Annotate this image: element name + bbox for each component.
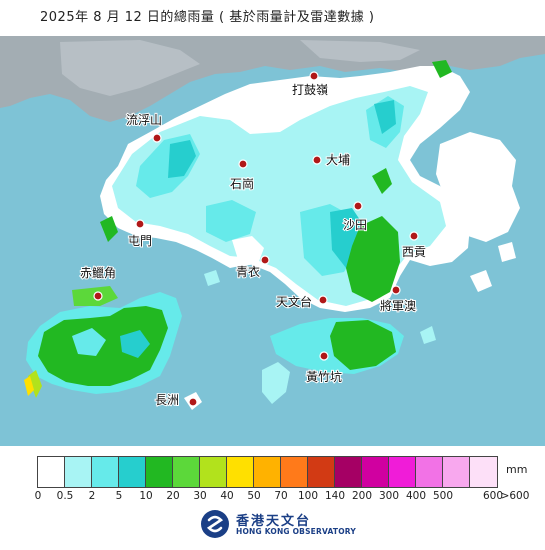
legend-tick-label: 40 — [220, 490, 234, 502]
label-sha-tin: 沙田 — [343, 218, 367, 232]
legend-swatch — [416, 457, 443, 487]
legend-swatch — [443, 457, 470, 487]
lantau-cyan-patch-2 — [120, 330, 150, 358]
legend-tick-label: 10 — [139, 490, 153, 502]
legend-swatch — [38, 457, 65, 487]
lantau-cyan-patch-1 — [72, 328, 106, 356]
mainland-detail — [60, 40, 200, 96]
legend-swatch — [146, 457, 173, 487]
label-sai-kung: 西貢 — [402, 245, 426, 259]
dot-wong-chuk-hang — [319, 351, 329, 361]
legend-swatch — [254, 457, 281, 487]
rain-cyan-3 — [206, 200, 256, 242]
legend-swatch — [200, 457, 227, 487]
legend-tick-label: 5 — [115, 490, 123, 502]
label-tuen-mun: 屯門 — [128, 234, 152, 248]
dot-tseung-kwan-o — [391, 285, 401, 295]
legend-tick-label: 2 — [88, 490, 96, 502]
legend-ticks: 0 0.5 2 5 10 20 30 40 50 70 100 140 200 300 400 500 600 >… — [0, 490, 545, 504]
dot-sai-kung — [409, 231, 419, 241]
legend-tick-label: >600 — [500, 490, 530, 502]
legend-tick-label: 300 — [378, 490, 400, 502]
label-cheung-chau: 長洲 — [155, 393, 179, 407]
legend-swatch — [362, 457, 389, 487]
legend-tick-label: 0.5 — [56, 490, 74, 502]
label-wong-chuk-hang: 黃竹坑 — [306, 369, 342, 384]
dot-shek-kong — [238, 159, 248, 169]
label-lau-fau-shan: 流浮山 — [126, 113, 162, 127]
rainfall-legend — [37, 456, 498, 488]
legend-swatch — [335, 457, 362, 487]
dot-tsim-sha-tsui — [318, 295, 328, 305]
dot-cheung-chau — [188, 397, 198, 407]
dot-lau-fau-shan — [152, 133, 162, 143]
lantau-yellowgreen — [28, 370, 42, 398]
legend-swatch — [308, 457, 335, 487]
legend-tick-label: 50 — [247, 490, 261, 502]
legend-swatch — [281, 457, 308, 487]
label-tseung-kwan-o: 將軍澳 — [380, 298, 416, 313]
legend-tick-label: 140 — [324, 490, 346, 502]
logo-name-en: HONG KONG OBSERVATORY — [236, 527, 356, 536]
logo-name-zh: 香港天文台 — [236, 514, 312, 529]
station-labels: 打鼓嶺 流浮山 大埔 石崗 沙田 屯門 西貢 赤鱲角 青衣 天文台 將軍澳 黃竹… — [79, 82, 427, 408]
small-island-4 — [420, 326, 436, 344]
legend-swatch — [389, 457, 416, 487]
label-chek-lap-kok: 赤鱲角 — [80, 266, 116, 280]
label-tai-po: 大埔 — [326, 153, 350, 167]
label-tsim-sha-tsui: 天文台 — [276, 294, 312, 309]
legend-tick-label: 500 — [432, 490, 454, 502]
rain-green-small-1 — [372, 168, 392, 194]
rainfall-map: 打鼓嶺 流浮山 大埔 石崗 沙田 屯門 西貢 赤鱲角 青衣 天文台 將軍澳 黃竹… — [0, 36, 545, 446]
legend-swatch — [227, 457, 254, 487]
dot-tsing-yi — [260, 255, 270, 265]
dot-sha-tin — [353, 201, 363, 211]
rain-green-2 — [100, 216, 118, 242]
dot-tai-po — [312, 155, 322, 165]
legend-tick-label: 200 — [351, 490, 373, 502]
legend-unit: mm — [506, 463, 528, 476]
legend-tick-label: 70 — [274, 490, 288, 502]
legend-swatch — [65, 457, 92, 487]
label-tsing-yi: 青衣 — [236, 264, 260, 279]
mainland-detail-east — [300, 40, 420, 62]
legend-tick-label: 30 — [193, 490, 207, 502]
rain-teal-1 — [168, 140, 196, 178]
legend-tick-label: 20 — [166, 490, 180, 502]
hko-logo: 香港天文台 HONG KONG OBSERVATORY — [200, 507, 370, 541]
hk-island-green — [330, 320, 396, 370]
legend-tick-label: 0 — [34, 490, 42, 502]
dot-chek-lap-kok — [93, 291, 103, 301]
rain-teal-3 — [374, 100, 396, 134]
rain-green-1 — [346, 216, 400, 302]
station-dots — [93, 71, 419, 407]
hko-logo-icon — [201, 510, 229, 538]
lantau-yellow — [24, 376, 34, 396]
legend-swatch — [470, 457, 497, 487]
rain-green-small-2 — [432, 60, 452, 78]
small-island-3 — [498, 242, 516, 262]
legend-tick-label: 400 — [405, 490, 427, 502]
legend-tick-label: 100 — [297, 490, 319, 502]
small-island-1 — [204, 270, 220, 286]
tsing-yi-land — [232, 236, 264, 266]
legend-swatch — [173, 457, 200, 487]
legend-tick-label: 600 — [482, 490, 504, 502]
label-ta-kwu-ling: 打鼓嶺 — [292, 83, 328, 97]
dot-ta-kwu-ling — [309, 71, 319, 81]
dot-tuen-mun — [135, 219, 145, 229]
lantau-green — [38, 306, 168, 386]
map-title: 2025年 8 月 12 日的總雨量 ( 基於雨量計及雷達數據 ) — [40, 10, 375, 25]
sai-kung-land — [436, 132, 520, 242]
legend-swatch — [92, 457, 119, 487]
label-shek-kong: 石崗 — [230, 177, 254, 191]
lamma-land — [262, 362, 290, 404]
small-island-2 — [470, 270, 492, 292]
legend-swatch — [119, 457, 146, 487]
